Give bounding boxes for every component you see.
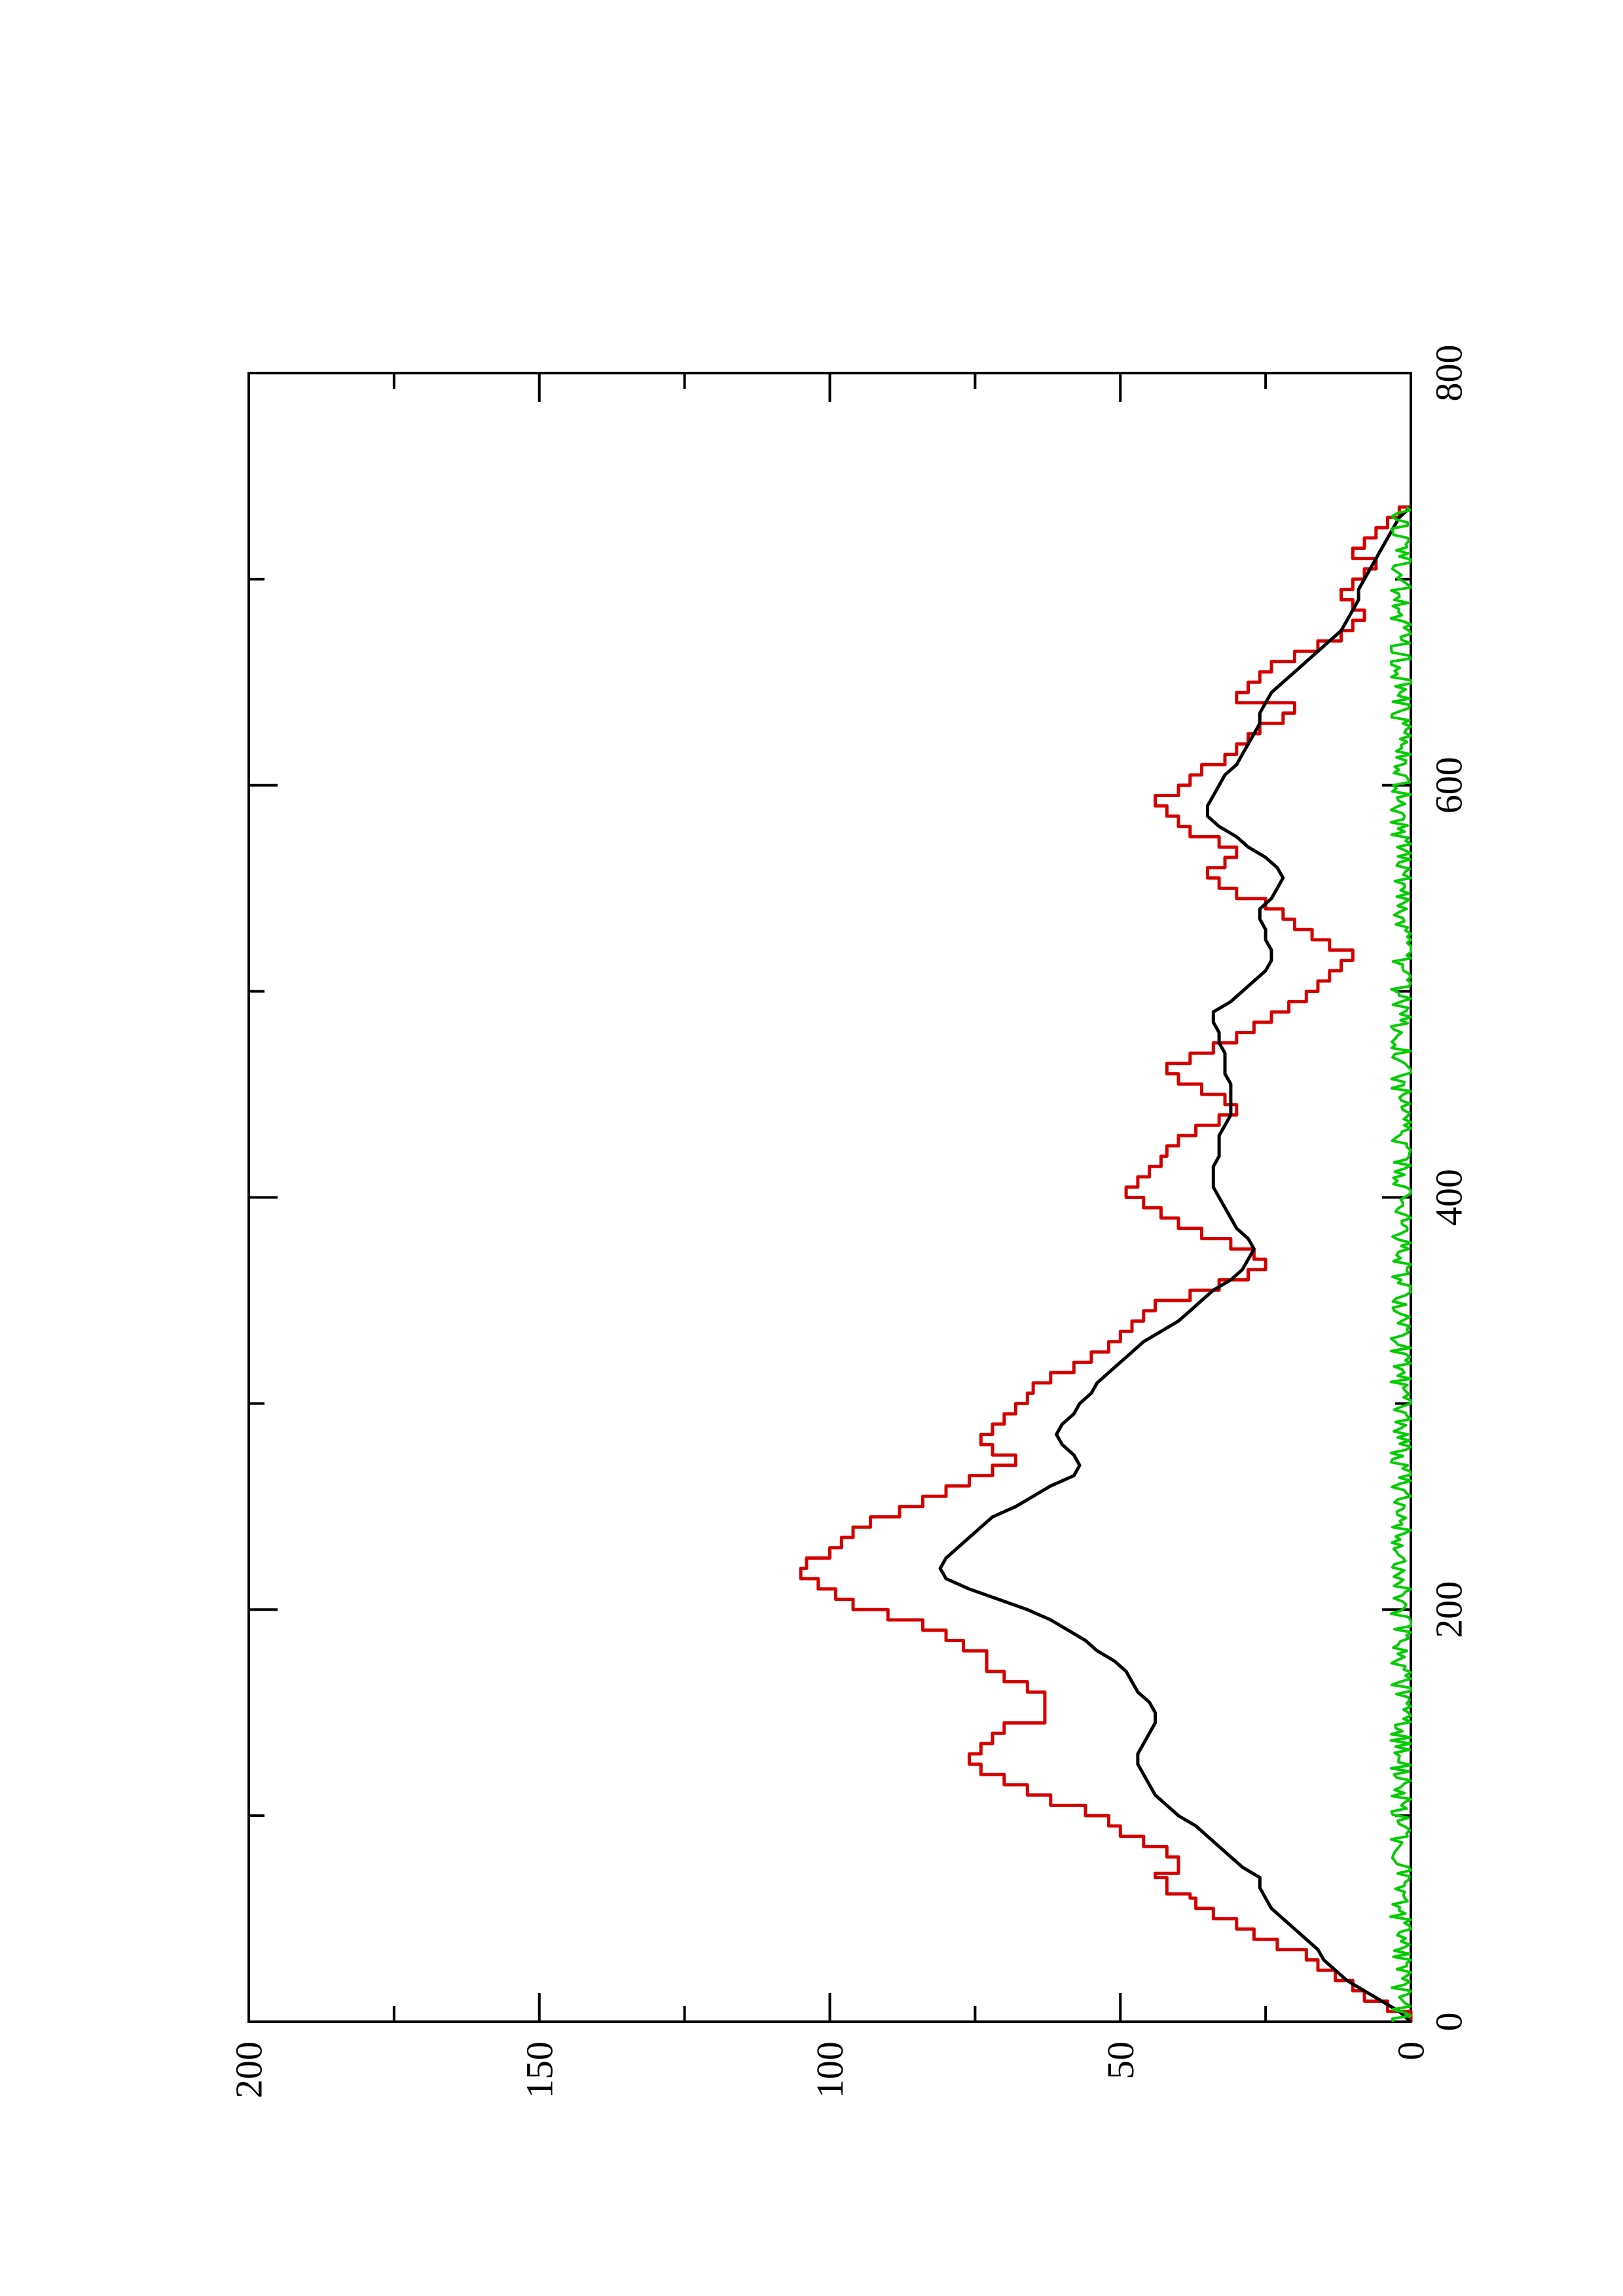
x-tick-labels: 0 200 400 600 800: [1428, 345, 1470, 2032]
y-tick-labels: 0 50 100 150 200: [228, 2041, 1432, 2098]
series-group: [799, 505, 1413, 2023]
x-tick-label: 200: [1428, 1581, 1470, 1638]
x-tick-label: 600: [1428, 757, 1470, 814]
x-tick-label: 800: [1428, 345, 1470, 402]
series-line-2: [938, 505, 1412, 2023]
y-tick-label: 50: [1099, 2041, 1142, 2079]
series-line-3: [1389, 506, 1412, 2022]
x-tick-label: 0: [1428, 2013, 1470, 2032]
series-line-1: [799, 505, 1413, 2022]
y-tick-label: 0: [1390, 2041, 1432, 2060]
plot-frame: [247, 372, 1412, 2023]
y-tick-label: 200: [228, 2041, 270, 2098]
ticks: [249, 373, 1411, 2022]
y-tick-label: 100: [809, 2041, 851, 2098]
y-tick-label: 150: [518, 2041, 560, 2098]
x-tick-label: 400: [1428, 1169, 1470, 1226]
